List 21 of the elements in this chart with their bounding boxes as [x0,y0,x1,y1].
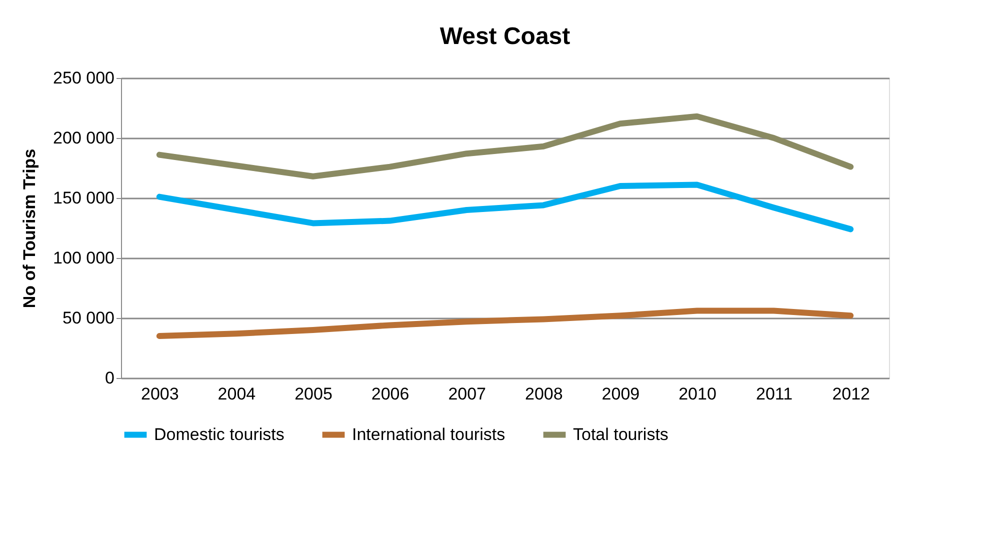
x-tick-label: 2006 [371,384,410,404]
y-tick-label: 100 000 [53,248,114,268]
y-axis-title: No of Tourism Trips [20,148,40,308]
x-tick-label: 2011 [756,384,793,404]
legend-label: Domestic tourists [154,424,284,444]
x-tick-label: 2012 [832,384,870,404]
x-tick-label: 2008 [524,384,563,404]
x-tick-label: 2010 [678,384,716,404]
y-tick-label: 0 [105,368,114,388]
x-tick-label: 2003 [140,384,179,404]
y-tick-label: 150 000 [53,188,114,208]
y-tick-label: 200 000 [53,128,114,148]
chart-title: West Coast [440,23,570,50]
y-tick-label: 250 000 [53,68,114,88]
x-tick-label: 2005 [294,384,332,404]
y-tick-label: 50 000 [62,308,114,328]
x-tick-label: 2004 [218,384,256,404]
legend-label: International tourists [352,424,506,444]
x-tick-label: 2009 [602,384,640,404]
x-tick-label: 2007 [448,384,486,404]
legend-label: Total tourists [573,424,668,444]
